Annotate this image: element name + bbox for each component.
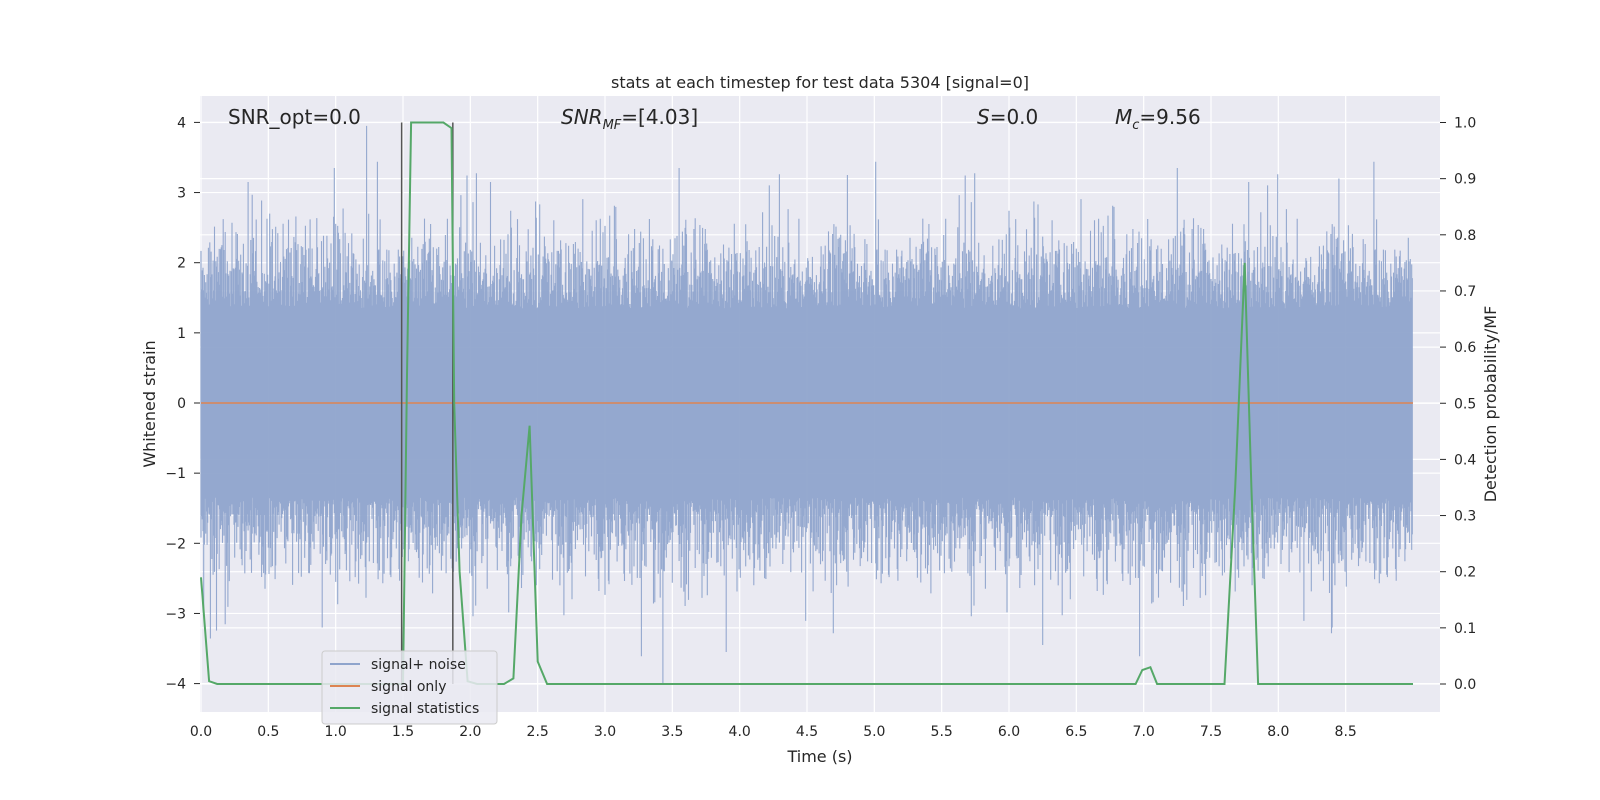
y-right-tick-label: 1.0 (1454, 116, 1476, 132)
x-tick-label: 7.5 (1200, 724, 1222, 740)
mc-main: M (1115, 105, 1132, 129)
x-tick-label: 2.0 (459, 724, 481, 740)
x-tick-label: 0.0 (190, 724, 212, 740)
y-left-tick-label: −4 (165, 677, 186, 693)
snr-mf-value: =[4.03] (621, 105, 698, 129)
snr-mf-sub: MF (603, 118, 622, 133)
y-right-tick-label: 0.0 (1454, 677, 1476, 693)
x-tick-labels: 0.0 0.5 1.0 1.5 2.0 2.5 3.0 3.5 4.0 4.5 5.0 5.5 6.0 6… (190, 724, 1357, 740)
x-tick-label: 1.5 (392, 724, 414, 740)
x-tick-label: 6.5 (1065, 724, 1087, 740)
x-tick-label: 8.5 (1335, 724, 1357, 740)
signal-statistics-line (200, 121, 1413, 685)
annotation-mc: Mc=9.56 (1115, 105, 1201, 133)
y-right-tick-label: 0.2 (1454, 565, 1476, 581)
x-tick-label: 0.5 (257, 724, 279, 740)
y-right-tick-label: 0.3 (1454, 509, 1476, 525)
x-tick-label: 4.0 (729, 724, 751, 740)
y-left-tick-label: 3 (177, 186, 186, 202)
y-left-tick-label: 1 (177, 326, 186, 342)
y-right-tick-label: 0.6 (1454, 340, 1476, 356)
x-tick-label: 5.0 (863, 724, 885, 740)
legend: signal+ noise signal only signal statist… (321, 650, 498, 725)
y-right-tick-label: 0.1 (1454, 621, 1476, 637)
y-right-tick-label: 0.5 (1454, 396, 1476, 412)
s-main: S (977, 105, 990, 129)
legend-label-signal-only: signal only (371, 679, 446, 695)
x-tick-label: 8.0 (1267, 724, 1289, 740)
x-tick-label: 3.5 (661, 724, 683, 740)
y-right-axis-label: Detection probability/MF (1481, 306, 1500, 503)
x-tick-label: 6.0 (998, 724, 1020, 740)
y-right-tick-label: 0.7 (1454, 284, 1476, 300)
legend-box (321, 650, 498, 725)
y-right-tick-label: 0.4 (1454, 452, 1476, 468)
y-right-tick-label: 0.8 (1454, 228, 1476, 244)
y-right-tick-label: 0.9 (1454, 172, 1476, 188)
x-axis-label: Time (s) (786, 747, 852, 766)
legend-label-signal-statistics: signal statistics (371, 701, 479, 717)
annotation-snr-mf: SNRMF=[4.03] (561, 105, 698, 133)
y-right-tick-labels: 0.0 0.1 0.2 0.3 0.4 0.5 0.6 0.7 0.8 0.9 1.0 (1440, 116, 1476, 693)
mc-sub: c (1132, 118, 1139, 133)
annotation-s: S=0.0 (977, 105, 1038, 129)
y-left-tick-label: −3 (165, 606, 186, 622)
y-left-tick-label: 0 (177, 396, 186, 412)
snr-mf-main: SNR (561, 105, 603, 129)
chart-title: stats at each timestep for test data 530… (611, 73, 1029, 92)
y-left-tick-label: 2 (177, 256, 186, 272)
s-value: =0.0 (990, 105, 1039, 129)
x-tick-label: 7.0 (1133, 724, 1155, 740)
mc-value: =9.56 (1139, 105, 1200, 129)
y-left-axis-label: Whitened strain (140, 340, 159, 467)
annotation-snr-opt: SNR_opt=0.0 (228, 105, 361, 129)
x-tick-label: 4.5 (796, 724, 818, 740)
y-left-tick-label: 4 (177, 115, 186, 131)
x-tick-label: 3.0 (594, 724, 616, 740)
x-tick-label: 5.5 (931, 724, 953, 740)
x-tick-label: 1.0 (325, 724, 347, 740)
y-left-tick-label: −1 (165, 466, 186, 482)
legend-label-signal-noise: signal+ noise (371, 657, 466, 673)
x-tick-label: 2.5 (527, 724, 549, 740)
y-left-tick-label: −2 (165, 536, 186, 552)
y-left-tick-labels: −4 −3 −2 −1 0 1 2 3 4 (165, 115, 200, 693)
